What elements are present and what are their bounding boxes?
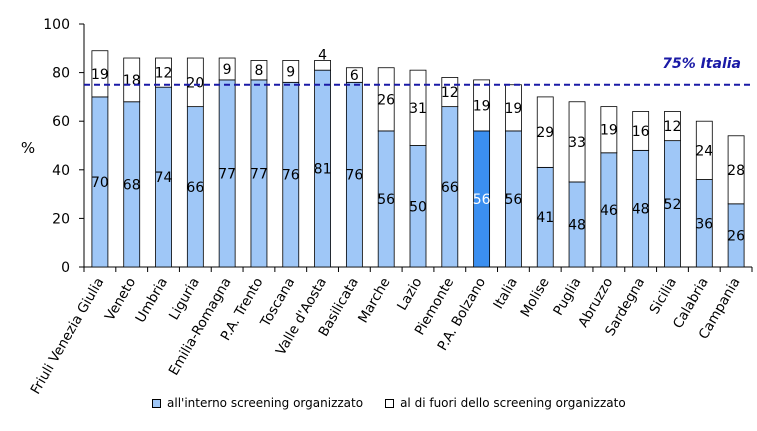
data-label-inside: 66 bbox=[186, 180, 204, 196]
bar-outside bbox=[600, 106, 618, 154]
data-label-outside: 9 bbox=[223, 62, 232, 78]
bar-outside bbox=[536, 96, 554, 168]
data-label-inside: 76 bbox=[345, 168, 363, 184]
bar-outside bbox=[568, 101, 586, 183]
data-label-outside: 18 bbox=[123, 73, 141, 89]
data-label-inside: 41 bbox=[536, 210, 554, 226]
bar-outside bbox=[473, 79, 491, 132]
legend: all'interno screening organizzato al di … bbox=[152, 396, 626, 410]
y-axis-label: % bbox=[21, 139, 35, 157]
data-label-outside: 12 bbox=[664, 119, 682, 135]
data-label-outside: 6 bbox=[350, 68, 359, 84]
data-label-inside: 46 bbox=[600, 203, 618, 219]
bar-outside bbox=[505, 84, 522, 132]
x-tick-label: Friuli Venezia Giulia bbox=[28, 275, 108, 397]
x-tick-label: Sicilia bbox=[646, 275, 679, 317]
x-tick-label: Italia bbox=[490, 275, 521, 312]
data-label-inside: 26 bbox=[727, 228, 745, 244]
data-label-inside: 52 bbox=[664, 197, 682, 213]
bar-outside bbox=[186, 57, 204, 108]
data-label-inside: 77 bbox=[250, 166, 268, 182]
legend-label-outside: al di fuori dello screening organizzato bbox=[400, 396, 626, 410]
y-tick-label: 80 bbox=[52, 66, 70, 82]
data-label-outside: 29 bbox=[536, 125, 554, 141]
bar-outside bbox=[314, 60, 331, 71]
data-label-inside: 48 bbox=[632, 202, 650, 218]
legend-swatch-outside bbox=[385, 398, 395, 408]
y-tick-label: 100 bbox=[43, 17, 70, 33]
data-label-outside: 20 bbox=[186, 75, 204, 91]
data-label-outside: 19 bbox=[600, 123, 618, 139]
x-tick-label: Molise bbox=[517, 275, 552, 320]
legend-item-outside: al di fuori dello screening organizzato bbox=[385, 396, 626, 410]
data-label-outside: 9 bbox=[286, 64, 295, 80]
bar-outside bbox=[155, 57, 172, 88]
legend-swatch-inside bbox=[152, 398, 161, 408]
x-tick-label: Puglia bbox=[550, 275, 584, 318]
data-label-outside: 31 bbox=[409, 101, 427, 117]
data-label-outside: 19 bbox=[473, 98, 491, 114]
bar-outside bbox=[218, 57, 236, 81]
bar-outside bbox=[123, 57, 141, 103]
data-label-outside: 24 bbox=[695, 143, 713, 159]
legend-label-inside: all'interno screening organizzato bbox=[167, 396, 364, 410]
data-label-outside: 16 bbox=[632, 124, 650, 140]
data-label-inside: 74 bbox=[155, 170, 173, 186]
data-label-outside: 8 bbox=[254, 63, 263, 79]
legend-item-inside: all'interno screening organizzato bbox=[152, 396, 363, 410]
data-label-outside: 12 bbox=[441, 85, 459, 101]
data-label-inside: 68 bbox=[123, 177, 141, 193]
reference-line-label: 75% Italia bbox=[662, 56, 741, 72]
bar-outside bbox=[345, 67, 363, 83]
data-label-outside: 4 bbox=[318, 47, 327, 63]
y-tick-label: 20 bbox=[52, 211, 70, 227]
bar-outside bbox=[632, 111, 650, 151]
x-tick-label: Lazio bbox=[394, 275, 425, 313]
data-label-outside: 12 bbox=[155, 66, 173, 82]
data-label-inside: 76 bbox=[282, 168, 300, 184]
bar-outside bbox=[409, 69, 427, 146]
data-label-inside: 56 bbox=[473, 192, 491, 208]
data-label-outside: 33 bbox=[568, 135, 586, 151]
data-label-inside: 56 bbox=[505, 192, 523, 208]
data-label-inside: 56 bbox=[377, 192, 395, 208]
data-label-inside: 36 bbox=[695, 216, 713, 232]
bar-outside bbox=[250, 60, 268, 81]
y-tick-label: 0 bbox=[61, 260, 70, 276]
data-label-inside: 48 bbox=[568, 217, 586, 233]
data-label-inside: 66 bbox=[441, 180, 459, 196]
data-label-inside: 70 bbox=[91, 175, 109, 191]
bar-outside bbox=[727, 135, 745, 205]
data-label-inside: 77 bbox=[218, 166, 236, 182]
y-tick-label: 60 bbox=[52, 114, 70, 130]
data-label-outside: 26 bbox=[377, 92, 395, 108]
data-label-outside: 28 bbox=[727, 163, 745, 179]
bar-outside bbox=[664, 111, 681, 142]
data-label-inside: 50 bbox=[409, 199, 427, 215]
data-label-outside: 19 bbox=[91, 67, 109, 83]
data-label-inside: 81 bbox=[314, 162, 332, 178]
data-label-outside: 19 bbox=[505, 101, 523, 117]
bar-outside bbox=[695, 120, 713, 180]
y-tick-label: 40 bbox=[52, 163, 70, 179]
bar-outside bbox=[377, 67, 395, 132]
bar-outside bbox=[282, 60, 300, 83]
